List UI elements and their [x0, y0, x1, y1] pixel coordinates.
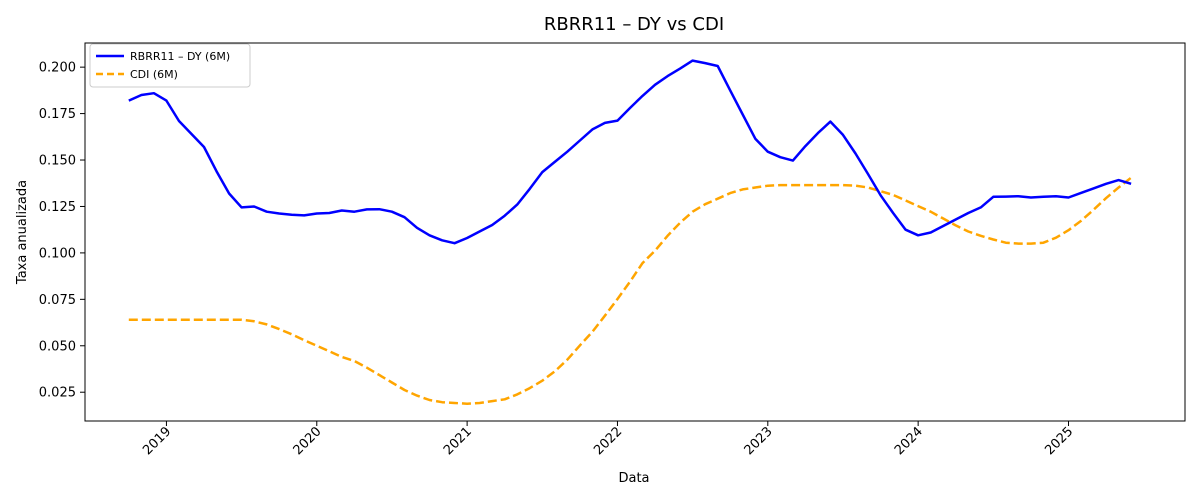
legend: RBRR11 – DY (6M) CDI (6M): [89, 43, 251, 88]
legend-label-dy: RBRR11 – DY (6M): [130, 50, 230, 63]
y-tick-label: 0.150: [39, 154, 76, 169]
series-line-cdi: [128, 176, 1132, 405]
series-line-rbrr11-dy: [128, 59, 1132, 245]
x-axis: 2019 2020 2021 2022 2023 2024 2025: [140, 421, 1076, 458]
y-axis-title: Taxa anualizada: [15, 180, 30, 285]
y-tick-label: 0.075: [39, 293, 76, 308]
x-tick-label: 2020: [291, 424, 325, 458]
legend-box: [89, 43, 251, 88]
y-axis: 0.025 0.050 0.075 0.100 0.125 0.150 0.175 0.200: [39, 61, 85, 401]
x-tick-label: 2022: [591, 424, 625, 458]
series-layer: [128, 59, 1132, 405]
y-tick-label: 0.200: [39, 61, 76, 76]
y-tick-label: 0.125: [39, 200, 76, 215]
x-tick-label: 2023: [742, 424, 776, 458]
x-tick-label: 2021: [441, 424, 475, 458]
x-tick-label: 2025: [1042, 424, 1076, 458]
chart-title: RBRR11 – DY vs CDI: [544, 14, 724, 35]
y-tick-label: 0.175: [39, 107, 76, 122]
y-tick-label: 0.100: [39, 246, 76, 261]
y-tick-label: 0.050: [39, 339, 76, 354]
plot-area-frame: [84, 42, 1186, 422]
x-axis-title: Data: [618, 471, 649, 486]
x-tick-label: 2019: [140, 424, 174, 458]
x-tick-label: 2024: [892, 424, 926, 458]
y-tick-label: 0.025: [39, 386, 76, 401]
legend-label-cdi: CDI (6M): [130, 68, 178, 81]
